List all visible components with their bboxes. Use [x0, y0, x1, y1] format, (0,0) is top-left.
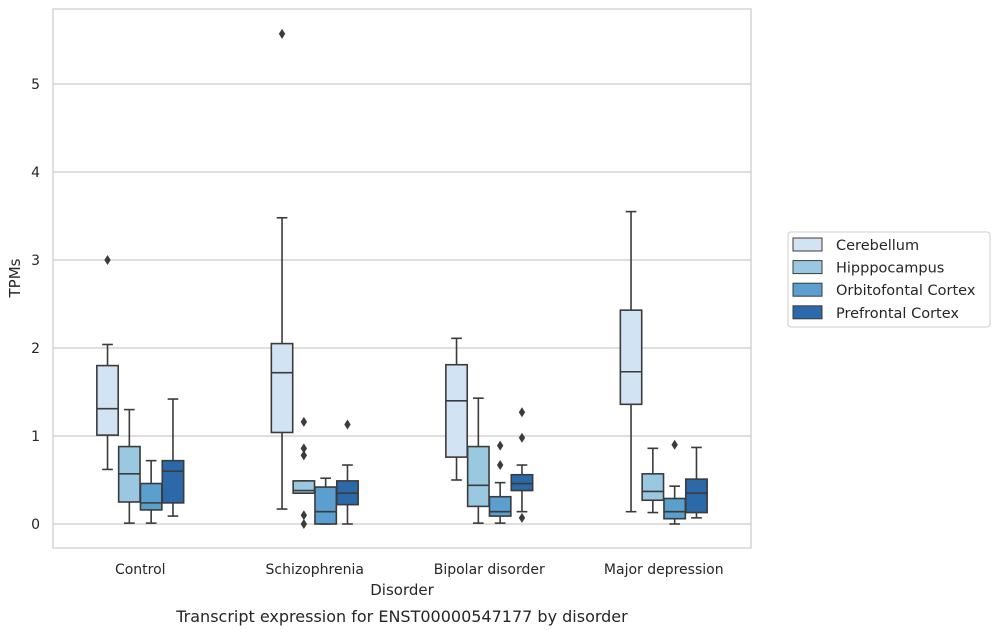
box-2-3 — [510, 407, 534, 523]
legend-swatch — [792, 237, 823, 252]
y-tick-label: 5 — [31, 77, 40, 93]
outlier-point — [496, 460, 504, 471]
legend-entry: Prefrontal Cortex — [836, 306, 959, 322]
outlier-point — [300, 416, 308, 427]
box-iqr — [684, 478, 708, 514]
box-1-2 — [314, 477, 338, 525]
box-0-1 — [117, 408, 141, 524]
legend-frame — [787, 231, 991, 328]
legend: Cerebellum Hipppocampus Orbitofontal Corte… — [787, 231, 991, 328]
y-axis-label: TPMs — [6, 258, 24, 298]
box-iqr — [510, 473, 534, 492]
y-tick-label: 1 — [31, 429, 40, 445]
box-iqr — [314, 486, 338, 525]
box-0-2 — [139, 459, 163, 524]
box-iqr — [270, 342, 294, 434]
boxes — [96, 28, 708, 529]
outlier-point — [104, 255, 111, 265]
x-tick-label: Bipolar disorder — [434, 562, 545, 578]
outlier-point — [496, 440, 504, 451]
box-iqr — [466, 445, 490, 508]
outlier-point — [518, 407, 526, 418]
legend-swatch — [792, 305, 823, 320]
box-2-2 — [488, 440, 512, 524]
box-1-1 — [292, 416, 316, 529]
outlier-point — [278, 28, 286, 39]
box-iqr — [619, 309, 643, 406]
box-iqr — [139, 482, 163, 511]
box-iqr — [445, 363, 469, 458]
y-tick-label: 3 — [31, 253, 40, 269]
y-tick-label: 0 — [31, 517, 40, 533]
x-tick-labels: Control Schizophrenia Bipolar disorder Majo… — [115, 562, 724, 578]
legend-entry: Orbitofontal Cortex — [836, 283, 976, 299]
outlier-point — [300, 510, 308, 521]
x-tick-label: Major depression — [604, 562, 724, 578]
box-iqr — [663, 497, 687, 520]
box-iqr — [161, 459, 185, 504]
box-0-3 — [161, 398, 185, 517]
x-tick-label: Control — [115, 562, 166, 578]
legend-swatch — [792, 260, 823, 275]
box-3-1 — [641, 447, 665, 514]
plot-area — [53, 9, 751, 548]
legend-swatch — [792, 282, 823, 297]
y-tick-label: 4 — [31, 165, 40, 181]
outlier-point — [300, 443, 308, 454]
box-iqr — [641, 473, 665, 502]
outlier-point — [518, 432, 526, 443]
box-iqr — [96, 364, 120, 436]
outlier-point — [300, 450, 308, 461]
box-2-0 — [445, 337, 469, 481]
box-2-1 — [466, 397, 490, 524]
box-0-0 — [96, 255, 120, 471]
plot-frame — [52, 8, 752, 549]
y-tick-label: 2 — [31, 341, 40, 357]
outlier-point — [518, 512, 526, 523]
box-3-3 — [684, 446, 708, 519]
box-3-0 — [619, 210, 643, 513]
x-tick-label: Schizophrenia — [266, 562, 364, 578]
box-1-0 — [270, 28, 294, 510]
outlier-point — [344, 419, 351, 430]
legend-entry: Hipppocampus — [836, 261, 944, 277]
chart-caption: Transcript expression for ENST0000054717… — [175, 607, 628, 626]
outlier-point — [671, 439, 678, 450]
gridlines — [53, 83, 751, 525]
outlier-point — [300, 519, 308, 529]
x-axis-label: Disorder — [370, 581, 434, 599]
y-tick-labels: 0 1 2 3 4 5 — [31, 77, 40, 533]
box-1-3 — [335, 419, 359, 525]
legend-entry: Cerebellum — [836, 238, 919, 254]
box-iqr — [488, 495, 512, 517]
